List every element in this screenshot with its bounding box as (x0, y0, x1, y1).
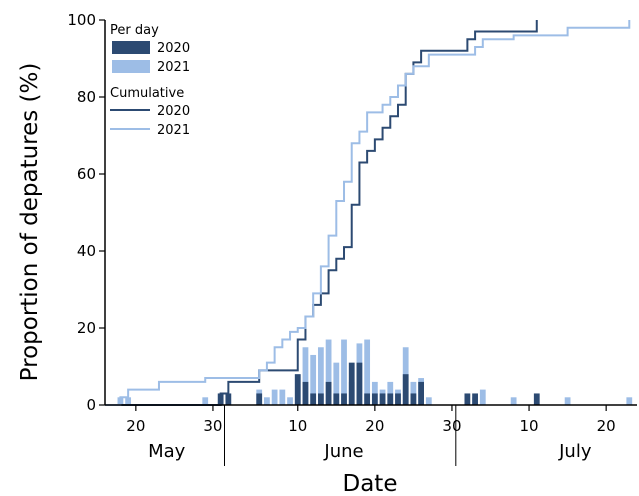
bar-2020-2020-07-03 (472, 393, 478, 405)
bar-2020-2020-06-13 (317, 393, 324, 405)
bar-2020-2020-06-26 (418, 381, 424, 405)
bar-2021-2020-06-19 (364, 339, 371, 405)
bar-2020-2020-06-15 (333, 393, 340, 405)
bar-2021-2020-06-15 (333, 362, 340, 405)
x-tick-label-2020-07-20: 20 (597, 417, 616, 435)
month-label-july: July (558, 441, 592, 462)
y-tick-label-20: 20 (77, 319, 96, 337)
bar-2021-2020-06-13 (317, 347, 324, 405)
y-tick-label-60: 60 (77, 165, 96, 183)
legend-bar-label-2020: 2020 (157, 41, 190, 56)
cumulative-lines (105, 20, 631, 406)
y-tick-label-100: 100 (67, 11, 96, 29)
month-label-may: May (148, 441, 186, 462)
bar-2020-2020-06-23 (395, 393, 401, 405)
legend: Per day 2020 2021 Cumulative 2020 2021 (110, 23, 190, 138)
bar-2021-2020-05-19 (125, 397, 132, 405)
bar-2020-2020-06-25 (410, 393, 417, 405)
x-tick-label-2020-06-30: 30 (442, 417, 461, 435)
x-tick-label-2020-05-30: 30 (203, 417, 222, 435)
bar-2020-2020-06-24 (402, 374, 409, 405)
legend-per-day-title: Per day (110, 23, 159, 38)
legend-swatch-bar-2020 (112, 41, 150, 54)
bar-2021-2020-06-06 (264, 397, 270, 405)
bar-2020-2020-06-10 (294, 374, 301, 405)
bar-2020-2020-06-21 (379, 393, 386, 405)
bar-2021-2020-06-09 (287, 397, 293, 405)
bar-2020-2020-06-19 (364, 393, 371, 405)
bar-2020-2020-06-22 (387, 393, 394, 405)
bar-2020-2020-06-20 (371, 393, 378, 405)
legend-line-label-2021: 2021 (157, 123, 190, 138)
bar-2020-2020-07-02 (464, 393, 471, 405)
bar-2020-2020-06-16 (341, 393, 347, 405)
bar-2020-2020-06-18 (356, 362, 363, 405)
legend-line-label-2020: 2020 (157, 104, 190, 119)
bar-2021-2020-06-16 (341, 339, 347, 405)
x-tick-label-2020-06-10: 10 (288, 417, 307, 435)
bar-2021-2020-07-23 (626, 397, 633, 405)
cumulative-line-2020 (105, 20, 538, 406)
bar-2020-2020-06-05 (256, 393, 263, 405)
per-day-bars-2020 (217, 362, 540, 405)
y-tick-label-40: 40 (77, 242, 96, 260)
bar-2020-2020-06-17 (348, 362, 355, 405)
x-tick-label-2020-06-20: 20 (365, 417, 384, 435)
y-axis-title: Proportion of depatures (%) (17, 63, 43, 382)
bar-2021-2020-06-27 (425, 397, 432, 405)
bar-2020-2020-06-14 (325, 381, 332, 405)
bar-2021-2020-05-29 (202, 397, 209, 405)
bar-2020-2020-07-11 (533, 393, 540, 405)
bar-2020-2020-06-12 (310, 393, 317, 405)
bar-2021-2020-06-14 (325, 339, 332, 405)
y-tick-label-0: 0 (86, 396, 96, 414)
x-axis-title: Date (343, 471, 398, 496)
bar-2021-2020-06-12 (310, 354, 317, 405)
bar-2020-2020-06-01 (225, 393, 232, 405)
legend-bar-label-2021: 2021 (157, 60, 190, 75)
x-tick-label-2020-07-10: 10 (520, 417, 539, 435)
bar-2020-2020-06-11 (302, 381, 309, 405)
y-tick-label-80: 80 (77, 88, 96, 106)
legend-swatch-bar-2021 (112, 60, 150, 73)
month-label-june: June (323, 441, 363, 462)
bar-2021-2020-07-08 (510, 397, 517, 405)
bar-2021-2020-06-07 (271, 389, 278, 405)
legend-cumulative-title: Cumulative (110, 86, 184, 101)
bar-2021-2020-07-15 (564, 397, 571, 405)
cumulative-line-2021 (105, 20, 631, 406)
bar-2021-2020-07-04 (479, 389, 486, 405)
bar-2021-2020-06-08 (279, 389, 286, 405)
bar-2021-2020-06-11 (302, 347, 309, 405)
x-tick-label-2020-05-20: 20 (126, 417, 145, 435)
